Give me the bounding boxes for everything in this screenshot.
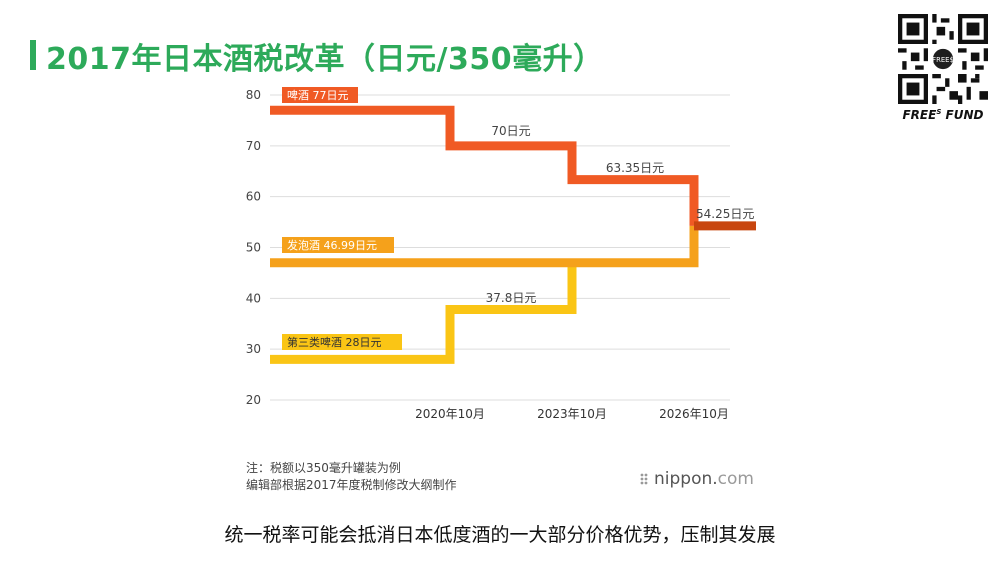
y-tick-label: 70	[246, 139, 261, 153]
footnote-line-1: 注：税额以350毫升罐装为例	[246, 461, 401, 475]
logo-dots-icon	[640, 473, 648, 485]
footnote-line-2: 编辑部根据2017年度税制修改大纲制作	[246, 478, 457, 492]
brand-text-2: FUND	[941, 108, 984, 122]
brand-sup: S	[936, 108, 942, 116]
qr-code: FREE$	[898, 14, 988, 104]
y-tick-label: 20	[246, 393, 261, 407]
final-value-label: 54.25日元	[696, 207, 754, 221]
brand-name: FREES FUND	[890, 108, 996, 122]
brand-text: FREE	[902, 108, 937, 122]
annotation-label: 63.35日元	[606, 161, 664, 175]
annotation-label: 37.8日元	[486, 291, 537, 305]
y-tick-label: 80	[246, 88, 261, 102]
annotation-label: 70日元	[491, 124, 530, 138]
y-tick-label: 30	[246, 342, 261, 356]
series-label: 啤酒 77日元	[287, 88, 349, 102]
nippon-logo: nippon.com	[640, 469, 754, 489]
x-tick-label: 2026年10月	[659, 407, 729, 421]
series-line	[270, 225, 699, 268]
series-line	[270, 105, 699, 226]
qr-badge-text: FREE$	[932, 56, 954, 64]
y-tick-label: 40	[246, 291, 261, 305]
series-line	[270, 262, 577, 364]
logo-main: nippon.	[654, 469, 718, 489]
logo-suffix: com	[717, 469, 754, 489]
series-label-box	[282, 334, 402, 350]
series-label: 第三类啤酒 28日元	[287, 335, 382, 349]
x-tick-label: 2023年10月	[537, 407, 607, 421]
y-tick-label: 50	[246, 241, 261, 255]
series-label-box	[282, 237, 394, 253]
x-tick-label: 2020年10月	[415, 407, 485, 421]
series-label: 发泡酒 46.99日元	[287, 238, 377, 252]
page-title: 2017年日本酒税改革（日元/350毫升）	[46, 42, 604, 77]
y-tick-label: 60	[246, 190, 261, 204]
series-label-box	[282, 87, 358, 103]
caption: 统一税率可能会抵消日本低度酒的一大部分价格优势，压制其发展	[224, 524, 776, 546]
title-accent-bar	[30, 40, 36, 70]
